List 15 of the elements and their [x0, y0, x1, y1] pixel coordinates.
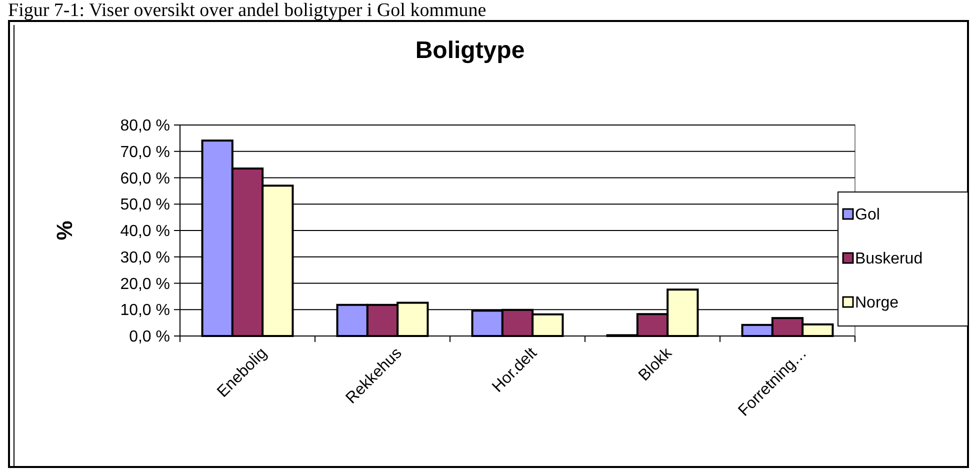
y-tick-label: 70,0 %	[120, 144, 170, 161]
y-axis-title: %	[52, 220, 77, 240]
y-tick-label: 30,0 %	[120, 249, 170, 266]
text: Figur 7-1: Viser oversikt over andel boligtyper i Gol kommune	[8, 0, 486, 21]
y-tick-label: 10,0 %	[120, 302, 170, 320]
y-tick-label: 80,0 %	[120, 118, 170, 135]
y-tick-label: 40,0 %	[120, 223, 170, 240]
y-tick-label: 0,0 %	[129, 328, 170, 346]
chart-title: Boligtype	[415, 37, 525, 64]
legend-label: Buskerud	[855, 250, 923, 268]
legend-label: Norge	[855, 294, 899, 312]
y-tick-label: 50,0 %	[120, 196, 170, 214]
y-tick-label: 20,0 %	[120, 276, 170, 293]
legend-label: Gol	[855, 206, 880, 224]
y-tick-label: 60,0 %	[120, 170, 170, 188]
